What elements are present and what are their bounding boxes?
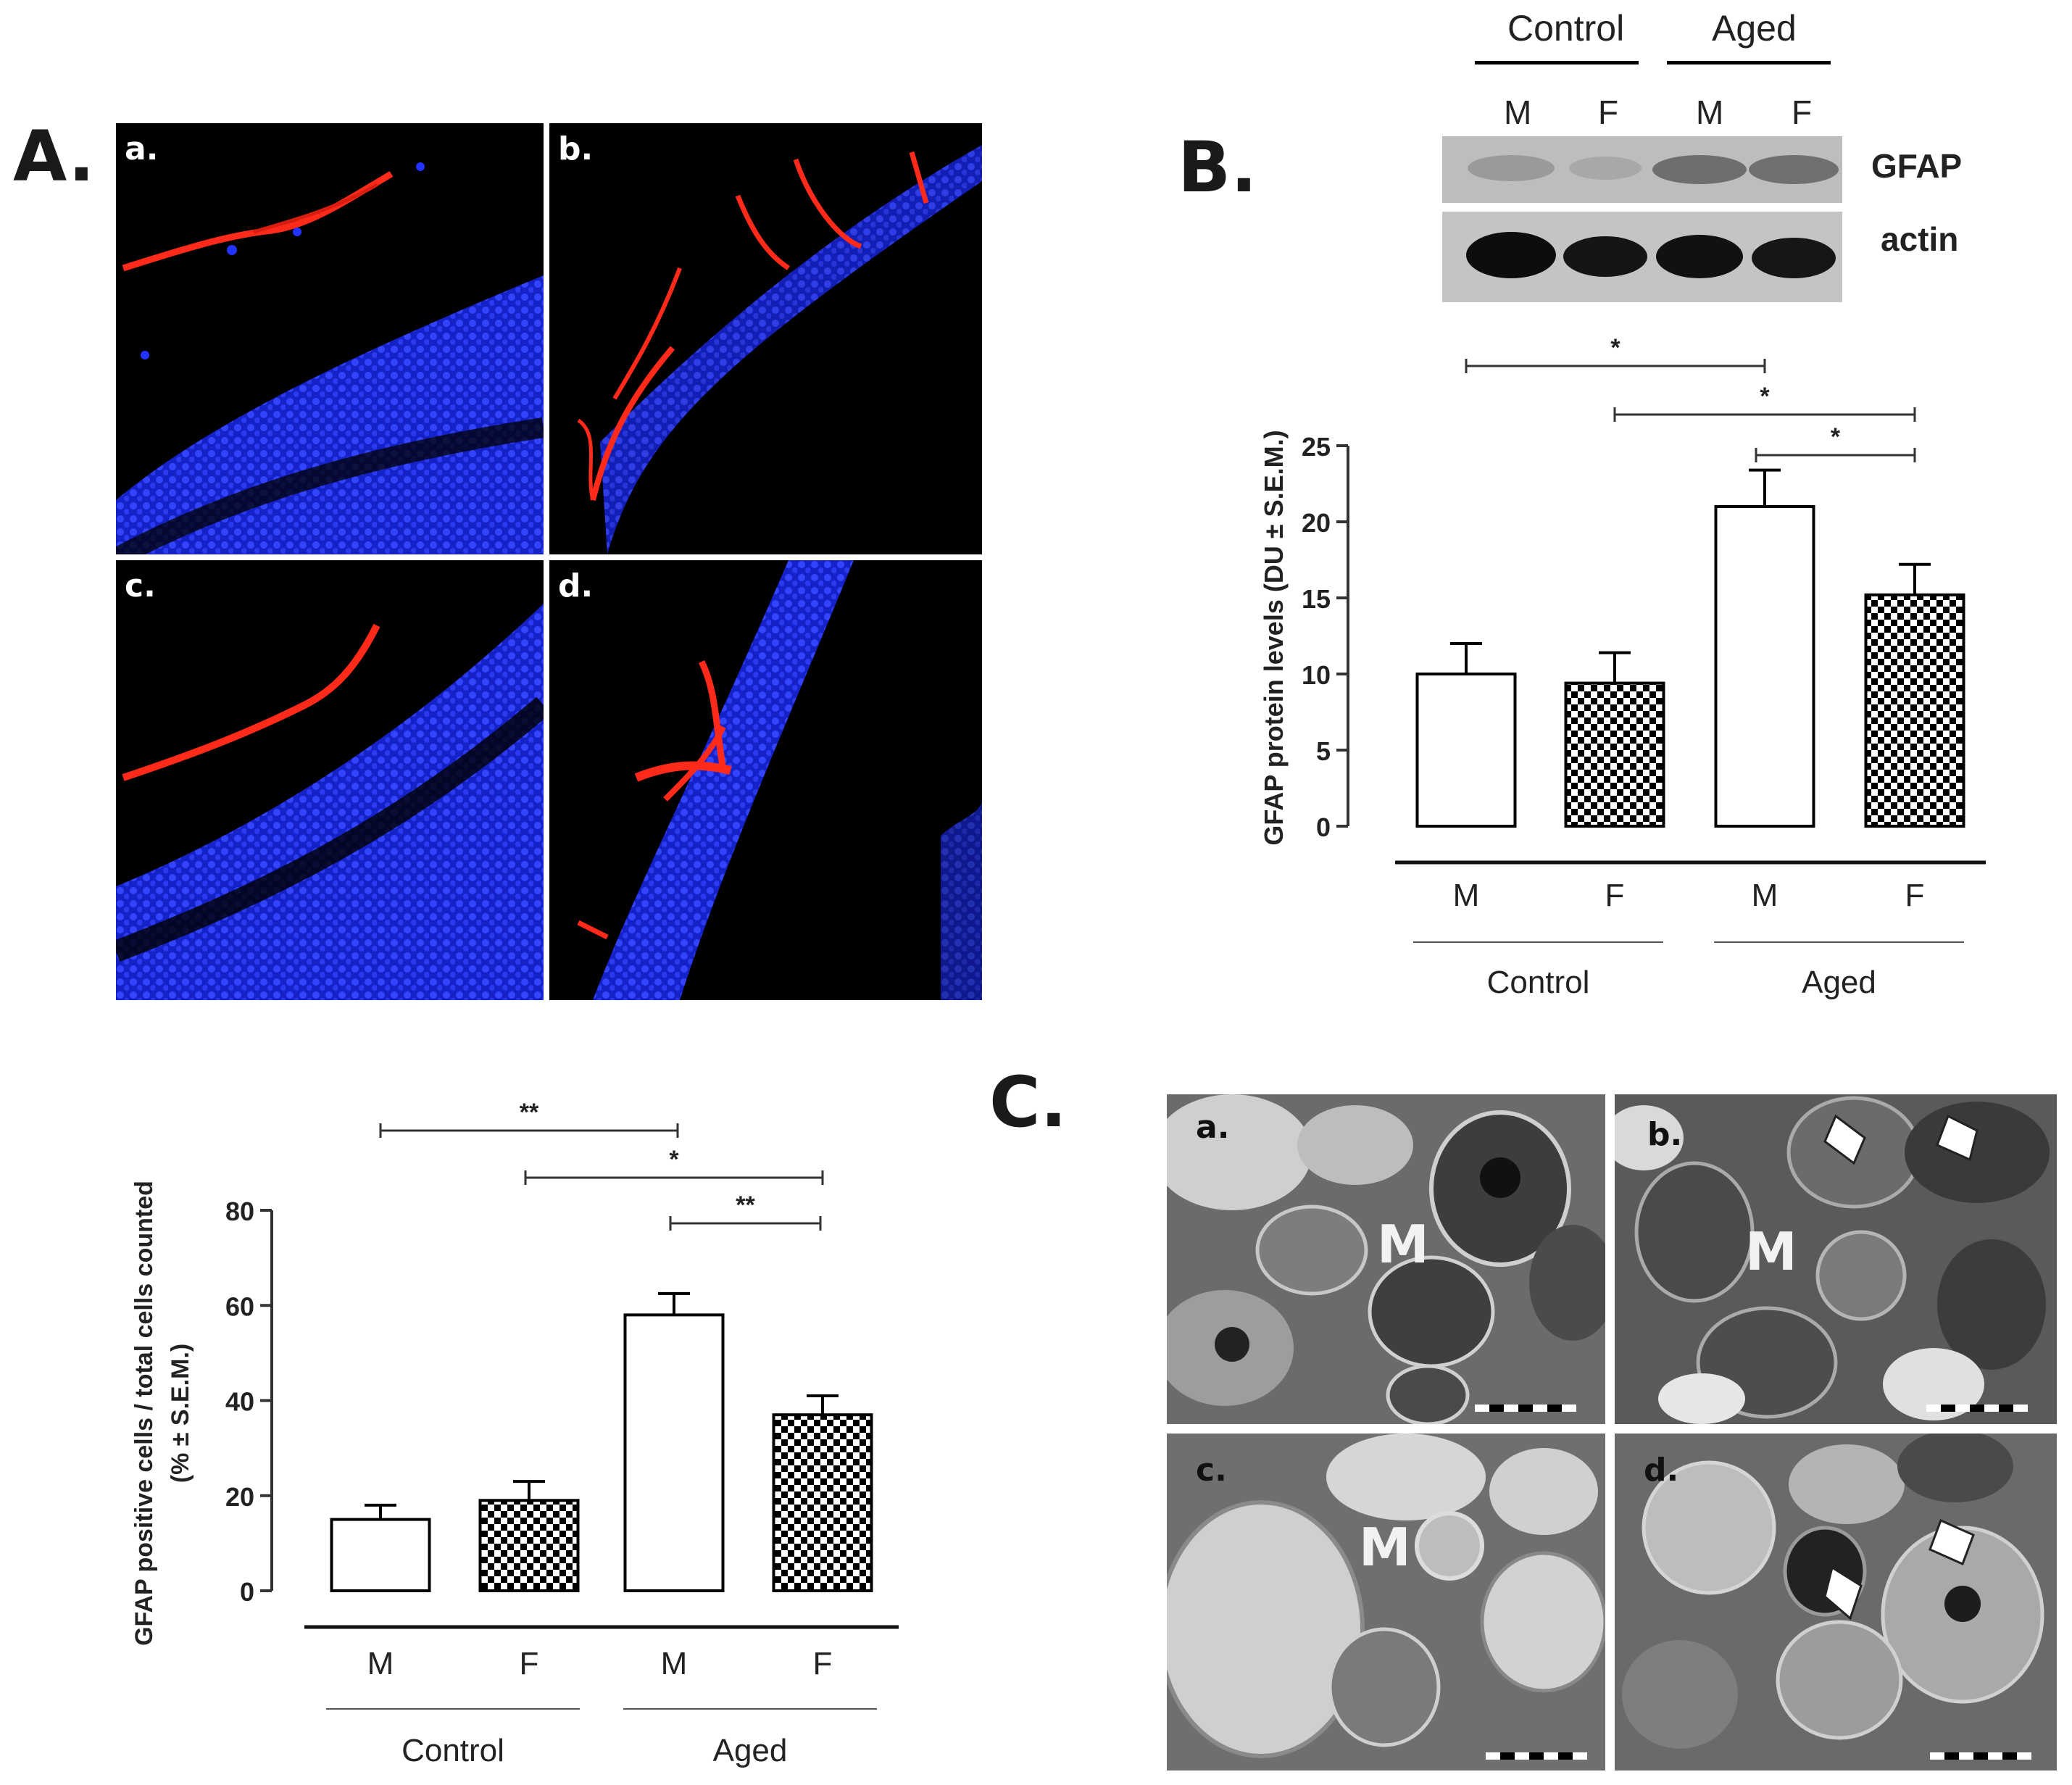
chart-b-y-axis-label: GFAP protein levels (DU ± S.E.M.)	[1259, 430, 1289, 845]
panel-a-label: A.	[13, 116, 95, 197]
blot-actin-strip	[1442, 212, 1842, 302]
chart-a-category-label: M	[661, 1646, 688, 1681]
chart-b-y-tick-label: 20	[1302, 508, 1331, 538]
em-c-image	[1167, 1434, 1605, 1771]
chart-b-y-tick-label: 10	[1302, 660, 1331, 690]
em-a: a. M	[1167, 1094, 1605, 1424]
em-d: d.	[1615, 1434, 2057, 1771]
chart-b-sig-star: *	[1831, 423, 1841, 451]
chart-a-y-tick-label: 40	[225, 1387, 254, 1417]
chart-a-category-label: M	[367, 1646, 394, 1681]
panel-b-label: B.	[1178, 127, 1257, 208]
fluorescence-grid: a. b. c. d.	[116, 123, 982, 1000]
chart-b-sig-star: *	[1610, 334, 1620, 362]
micrograph-b-image	[577, 145, 982, 554]
micrograph-d: d.	[549, 560, 982, 1000]
chart-a-group-label: Aged	[713, 1733, 788, 1768]
micrograph-c-label: c.	[125, 567, 156, 604]
chart-a-y-tick-label: 20	[225, 1482, 254, 1512]
em-d-image	[1615, 1434, 2057, 1771]
chart-a-bar	[623, 1313, 725, 1592]
blot-lane-4: F	[1792, 93, 1813, 131]
chart-b-y-tick-label: 15	[1302, 584, 1331, 614]
chart-a-sig-star: **	[736, 1191, 755, 1219]
chart-b: 0 5 10 15 20 25 M F M F Control Aged * * * GFAP protein…	[1259, 334, 1986, 1000]
em-c-marker: M	[1359, 1517, 1411, 1578]
chart-a-bar	[478, 1499, 580, 1592]
chart-a-y-tick-label: 80	[225, 1197, 254, 1226]
chart-b-group-label: Control	[1487, 965, 1590, 1000]
chart-a-y-tick-label: 60	[225, 1291, 254, 1321]
em-a-image	[1167, 1094, 1605, 1424]
em-b: b. M	[1615, 1094, 2057, 1424]
micrograph-b-label: b.	[558, 130, 594, 167]
chart-b-y-tick-label: 0	[1316, 812, 1331, 842]
blot-group-control: Control	[1507, 8, 1625, 49]
chart-b-bar	[1864, 593, 1965, 828]
blot-gfap-strip	[1442, 136, 1842, 203]
micrograph-a-image	[116, 162, 544, 554]
chart-b-bar	[1415, 673, 1517, 828]
em-d-label: d.	[1644, 1452, 1679, 1489]
micrograph-a: a.	[116, 123, 544, 554]
em-c: c. M	[1167, 1434, 1605, 1771]
chart-b-category-label: F	[1605, 878, 1625, 913]
chart-b-group-label: Aged	[1802, 965, 1876, 1000]
micrograph-d-image	[577, 560, 982, 1000]
blot-actin-bands	[1466, 232, 1836, 278]
blot-lane-1: M	[1504, 93, 1532, 131]
chart-b-category-label: F	[1905, 878, 1925, 913]
micrograph-c-image	[116, 604, 544, 1000]
chart-a-bar	[330, 1518, 431, 1592]
em-a-marker: M	[1377, 1214, 1429, 1275]
em-b-marker: M	[1745, 1221, 1797, 1282]
chart-a-category-label: F	[813, 1646, 833, 1681]
micrograph-d-label: d.	[558, 567, 594, 604]
blot-group-aged: Aged	[1712, 8, 1797, 49]
chart-a-bar	[772, 1413, 873, 1592]
chart-b-category-label: M	[1453, 878, 1480, 913]
chart-a-y-axis-label: GFAP positive cells / total cells counte…	[130, 1181, 158, 1646]
chart-b-sig-star: *	[1760, 383, 1770, 410]
chart-a-group-label: Control	[401, 1733, 504, 1768]
chart-a-y-tick-label: 0	[240, 1577, 254, 1607]
blot-aged-line	[1667, 61, 1831, 65]
chart-b-bar	[1714, 505, 1815, 828]
chart-b-y-tick-label: 5	[1316, 736, 1331, 766]
chart-a-sig-star: *	[669, 1146, 679, 1173]
em-c-label: c.	[1196, 1452, 1227, 1489]
chart-a-sig-star: **	[520, 1099, 539, 1126]
chart-a-y-axis-label-unit: (% ± S.E.M.)	[167, 1344, 194, 1483]
chart-b-y-tick-label: 25	[1302, 432, 1331, 462]
blot-lane-2: F	[1598, 93, 1619, 131]
micrograph-c: c.	[116, 560, 544, 1000]
blot-gfap-bands	[1468, 155, 1839, 184]
micrograph-b: b.	[549, 123, 982, 554]
chart-a-category-label: F	[520, 1646, 539, 1681]
chart-b-category-label: M	[1752, 878, 1778, 913]
blot-gfap-label: GFAP	[1871, 147, 1963, 185]
blot-lane-3: M	[1696, 93, 1724, 131]
chart-b-bar	[1564, 681, 1665, 828]
blot-control-line	[1475, 61, 1639, 65]
em-b-label: b.	[1647, 1116, 1683, 1153]
em-b-image	[1615, 1094, 2057, 1424]
em-a-label: a.	[1196, 1109, 1230, 1146]
micrograph-a-label: a.	[125, 130, 159, 167]
blot-actin-label: actin	[1881, 220, 1959, 258]
panel-c-label: C.	[989, 1062, 1067, 1143]
